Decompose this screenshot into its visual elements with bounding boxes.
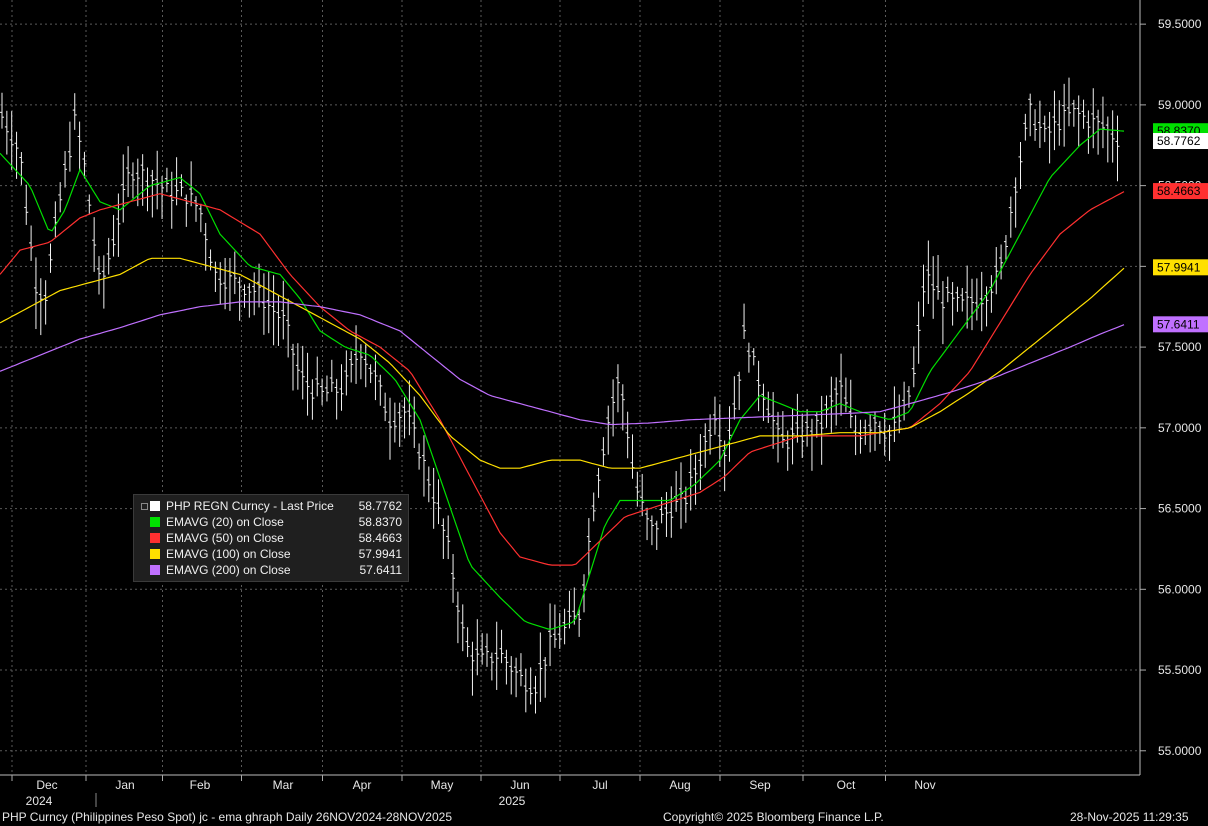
- x-year-label: 2024: [26, 794, 53, 808]
- y-tick-label: 59.0000: [1158, 98, 1202, 112]
- y-tick-label: 55.5000: [1158, 663, 1202, 677]
- legend-series-name: EMAVG (200) on Close: [166, 563, 291, 577]
- footer-timestamp: 28-Nov-2025 11:29:35: [1070, 810, 1189, 824]
- price-tag-last-bg: [1153, 133, 1208, 150]
- y-tick-label: 56.5000: [1158, 502, 1202, 516]
- y-tick-label: 59.5000: [1158, 17, 1202, 31]
- x-tick-label: Jul: [592, 778, 607, 792]
- legend-row: PHP REGN Curncy - Last Price 58.7762: [138, 498, 404, 514]
- x-tick-label: Mar: [273, 778, 294, 792]
- footer-security-description: PHP Curncy (Philippines Peso Spot) jc - …: [2, 810, 453, 824]
- price-tag-last: 58.7762: [1157, 134, 1201, 148]
- legend-series-value: 58.8370: [358, 515, 402, 529]
- legend-series-name: PHP REGN Curncy - Last Price: [166, 499, 334, 513]
- legend-swatch: [150, 533, 160, 543]
- ema-line-4: [0, 301, 1125, 426]
- x-tick-label: Jun: [510, 778, 529, 792]
- y-tick-label: 57.0000: [1158, 421, 1202, 435]
- x-tick-label: Jan: [115, 778, 134, 792]
- x-tick-label: Dec: [36, 778, 57, 792]
- price-tag-ema-4-bg: [1153, 316, 1208, 333]
- price-tag-ema-4: 57.6411: [1157, 317, 1200, 331]
- ema-line-1: [0, 128, 1125, 630]
- x-tick-label: Sep: [749, 778, 771, 792]
- legend-collapse-icon[interactable]: [141, 503, 148, 510]
- legend: PHP REGN Curncy - Last Price 58.7762 EMAVG…: [133, 494, 409, 582]
- x-year-label: 2025: [499, 794, 526, 808]
- x-tick-label: Nov: [914, 778, 935, 792]
- legend-series-name: EMAVG (100) on Close: [166, 547, 291, 561]
- legend-series-value: 57.9941: [358, 547, 402, 561]
- legend-series-name: EMAVG (20) on Close: [166, 515, 284, 529]
- legend-swatch: [150, 501, 160, 511]
- price-tag-ema-3-bg: [1153, 259, 1208, 276]
- y-tick-label: 56.0000: [1158, 582, 1202, 596]
- x-tick-label: Aug: [669, 778, 690, 792]
- legend-row: EMAVG (50) on Close 58.4663: [138, 530, 404, 546]
- y-tick-label: 57.5000: [1158, 340, 1202, 354]
- legend-swatch: [150, 517, 160, 527]
- price-tag-ema-2-bg: [1153, 183, 1208, 200]
- y-tick-label: 55.0000: [1158, 744, 1202, 758]
- legend-row: EMAVG (20) on Close 58.8370: [138, 514, 404, 530]
- ema-line-2: [0, 191, 1125, 566]
- footer-copyright: Copyright© 2025 Bloomberg Finance L.P.: [663, 810, 884, 824]
- legend-series-value: 58.7762: [358, 499, 402, 513]
- ema-line-3: [0, 257, 1125, 469]
- legend-series-value: 58.4663: [358, 531, 402, 545]
- legend-swatch: [150, 549, 160, 559]
- x-tick-label: Oct: [837, 778, 856, 792]
- x-tick-label: Feb: [190, 778, 211, 792]
- x-tick-label: May: [431, 778, 454, 792]
- price-tag-ema-3: 57.9941: [1157, 260, 1201, 274]
- x-tick-label: Apr: [353, 778, 372, 792]
- legend-series-value: 57.6411: [359, 563, 403, 577]
- legend-row: EMAVG (100) on Close 57.9941: [138, 546, 404, 562]
- price-tag-ema-2: 58.4663: [1157, 184, 1201, 198]
- legend-row: EMAVG (200) on Close 57.6411: [138, 562, 404, 578]
- legend-series-name: EMAVG (50) on Close: [166, 531, 284, 545]
- legend-swatch: [150, 565, 160, 575]
